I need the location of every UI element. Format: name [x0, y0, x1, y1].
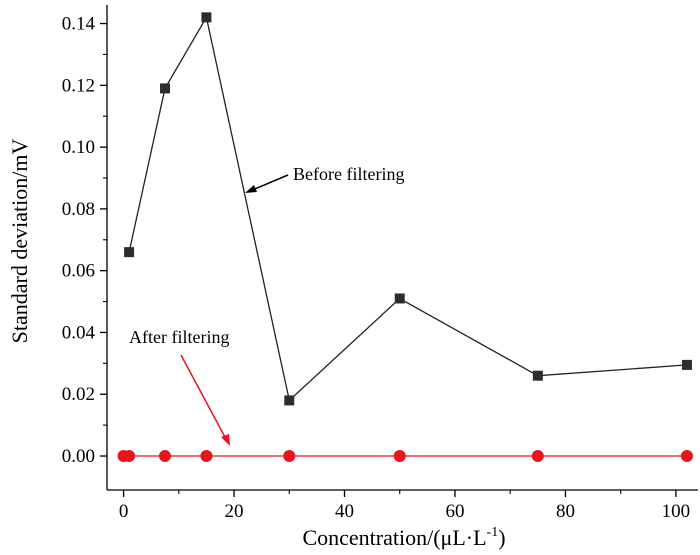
- data-point-square: [532, 370, 543, 381]
- data-point-circle: [200, 450, 213, 463]
- data-point-circle: [123, 450, 136, 463]
- x-axis-title-main: Concentration/(μL·L: [302, 525, 486, 550]
- markers: [117, 12, 693, 463]
- data-point-square: [284, 395, 295, 406]
- y-tick-label: 0.08: [62, 199, 95, 220]
- y-axis-title: Standard deviation/mV: [7, 139, 32, 344]
- plot-lines: [123, 15, 688, 457]
- annotation-before-text: Before filtering: [293, 164, 404, 184]
- annotation-after-filtering: After filtering: [129, 327, 230, 446]
- data-point-square: [159, 83, 170, 94]
- x-axis-title: Concentration/(μL·L-1): [302, 525, 505, 550]
- data-point-square: [681, 359, 692, 370]
- x-tick-label: 20: [225, 501, 244, 522]
- x-tick-label: 60: [445, 501, 464, 522]
- x-tick-label: 80: [556, 501, 575, 522]
- x-axis-title-close: ): [498, 525, 505, 550]
- data-point-circle: [531, 450, 544, 463]
- y-tick-label: 0.10: [62, 137, 95, 158]
- ticks: 0.00 0.02 0.04 0.06 0.08 0.10 0.12 0.14 0 20 40 60 8…: [62, 14, 690, 522]
- y-tick-label: 0.00: [62, 446, 95, 467]
- x-tick-label: 0: [119, 501, 129, 522]
- annotation-after-text: After filtering: [129, 327, 229, 347]
- data-point-circle: [680, 450, 693, 463]
- annotation-after-arrow: [180, 354, 227, 440]
- data-point-circle: [283, 450, 296, 463]
- x-axis-title-sup: -1: [487, 525, 499, 540]
- annotation-before-filtering: Before filtering: [245, 164, 404, 193]
- annotation-before-arrow: [249, 174, 289, 192]
- axes: [106, 5, 698, 491]
- data-point-circle: [393, 450, 406, 463]
- annotation-before-arrowhead: [245, 185, 257, 193]
- y-tick-label: 0.02: [62, 384, 95, 405]
- annotation-after-arrowhead: [221, 434, 230, 446]
- data-point-square: [124, 247, 135, 258]
- data-point-square: [201, 12, 212, 23]
- y-tick-label: 0.04: [62, 322, 96, 343]
- data-point-circle: [158, 450, 171, 463]
- x-tick-label: 40: [335, 501, 354, 522]
- y-tick-label: 0.06: [62, 261, 95, 282]
- data-point-square: [394, 293, 405, 304]
- y-tick-label: 0.12: [62, 75, 95, 96]
- x-tick-label: 100: [662, 501, 691, 522]
- y-tick-label: 0.14: [62, 14, 96, 35]
